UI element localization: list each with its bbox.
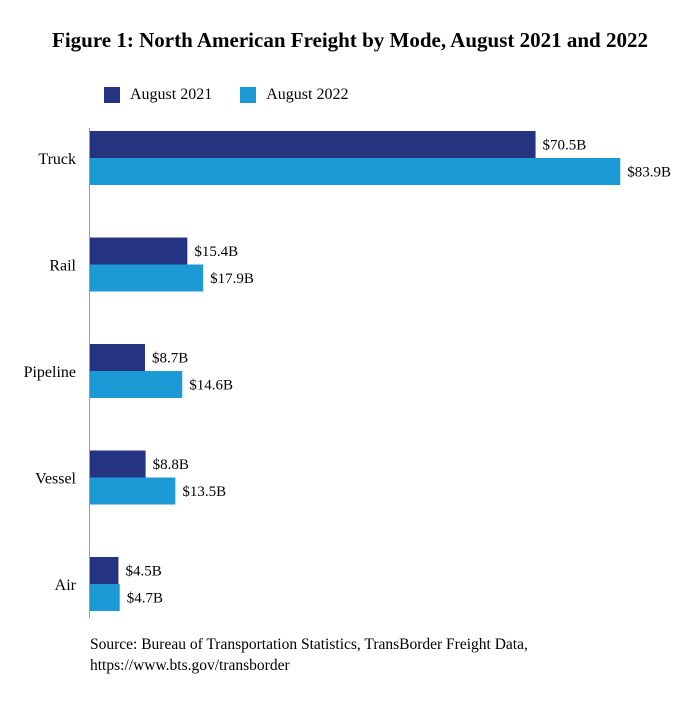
source-line-1: Source: Bureau of Transportation Statist… — [90, 636, 528, 653]
data-label-air-2021: $4.5B — [125, 564, 161, 580]
data-label-pipeline-2021: $8.7B — [152, 351, 188, 367]
bar-vessel-2022 — [90, 477, 176, 505]
legend-label-2021: August 2021 — [130, 86, 213, 103]
data-label-vessel-2022: $13.5B — [182, 484, 226, 500]
data-label-rail-2022: $17.9B — [210, 271, 254, 287]
legend-label-2022: August 2022 — [266, 86, 349, 103]
data-label-pipeline-2022: $14.6B — [189, 378, 233, 394]
category-label-pipeline: Pipeline — [24, 364, 76, 381]
bar-rail-2022 — [90, 264, 204, 292]
category-label-vessel: Vessel — [35, 471, 76, 488]
chart-title: Figure 1: North American Freight by Mode… — [52, 28, 648, 52]
bar-pipeline-2022 — [90, 371, 183, 398]
data-label-truck-2021: $70.5B — [543, 138, 587, 154]
source-note: Source: Bureau of Transportation Statist… — [90, 634, 650, 676]
bar-rail-2021 — [90, 237, 188, 265]
legend-swatch-2021 — [104, 87, 120, 103]
category-label-truck: Truck — [38, 151, 76, 168]
legend-swatch-2022 — [240, 87, 257, 103]
data-label-rail-2021: $15.4B — [194, 244, 238, 260]
data-label-vessel-2021: $8.8B — [153, 457, 189, 473]
data-label-air-2022: $4.7B — [127, 591, 163, 607]
bar-truck-2022 — [90, 158, 621, 185]
category-label-air: Air — [55, 577, 77, 594]
legend-item-2022: August 2022 — [240, 86, 348, 104]
bar-pipeline-2021 — [90, 344, 145, 371]
category-label-rail: Rail — [49, 258, 76, 275]
legend-item-2021: August 2021 — [104, 86, 212, 104]
source-line-2: https://www.bts.gov/transborder — [90, 657, 290, 674]
bar-vessel-2021 — [90, 450, 146, 478]
bar-air-2022 — [90, 584, 120, 611]
bar-truck-2021 — [90, 131, 536, 158]
bar-air-2021 — [90, 557, 119, 584]
bars-layer: Truck $70.5B $83.9B Rail $15.4B $17.9B Pipelin… — [24, 131, 671, 611]
legend: August 2021 August 2022 — [104, 86, 348, 104]
data-label-truck-2022: $83.9B — [627, 165, 671, 181]
